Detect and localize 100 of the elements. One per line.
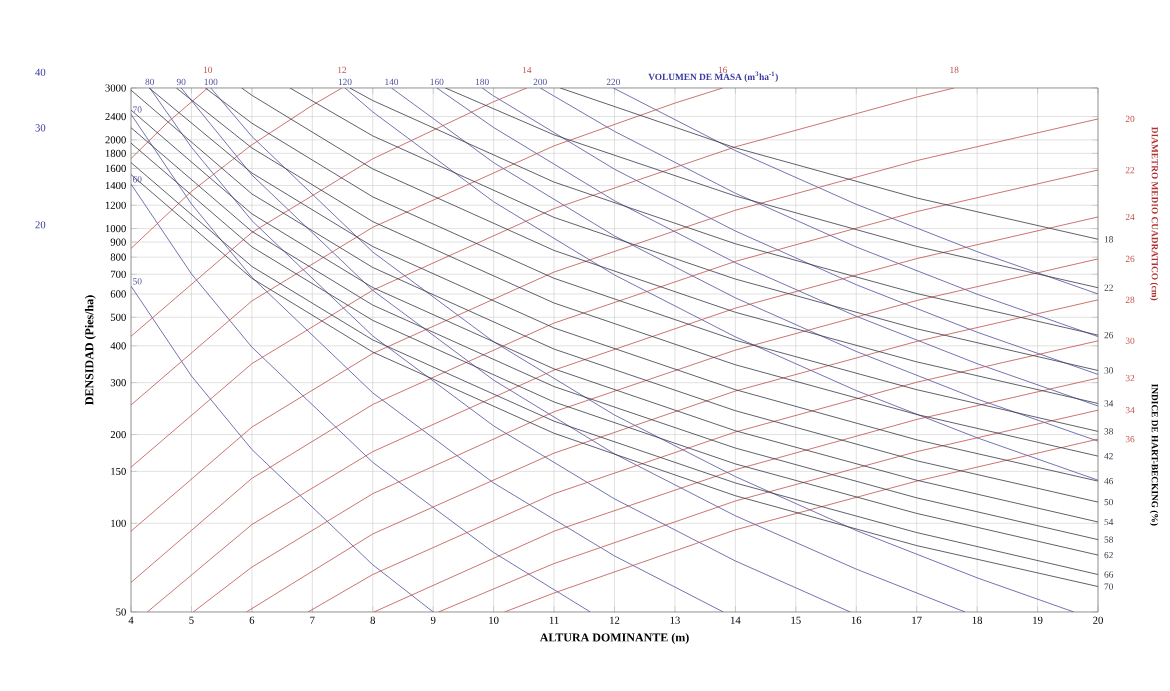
y-tick-label: 50 bbox=[116, 608, 126, 616]
x-tick-label: 11 bbox=[549, 616, 559, 624]
line-series bbox=[559, 87, 1099, 240]
line-series bbox=[438, 409, 1099, 612]
series-label: 140 bbox=[385, 78, 399, 86]
y-tick-label: 1600 bbox=[105, 164, 126, 173]
series-label: 26 bbox=[1104, 331, 1114, 339]
x-tick-label: 18 bbox=[972, 616, 983, 624]
y-tick-label: 1400 bbox=[105, 181, 126, 190]
y-tick-label: 600 bbox=[110, 290, 126, 298]
series-label: 180 bbox=[475, 78, 489, 86]
line-series bbox=[246, 299, 1099, 612]
series-label: 58 bbox=[1104, 536, 1114, 543]
y-tick-label: 150 bbox=[111, 467, 126, 475]
line-series bbox=[131, 183, 591, 612]
text: 20 bbox=[35, 221, 46, 229]
series-label: 14 bbox=[523, 66, 532, 74]
text: 30 bbox=[35, 124, 46, 132]
y-tick-label: 400 bbox=[110, 342, 126, 350]
series-label: 50 bbox=[133, 278, 142, 285]
series-label: 80 bbox=[145, 78, 155, 86]
line-series bbox=[131, 87, 528, 337]
y-tick-label: 1800 bbox=[105, 149, 126, 157]
series-label: 42 bbox=[1104, 453, 1113, 460]
y-tick-label: 900 bbox=[110, 238, 126, 246]
series-label: 120 bbox=[338, 78, 352, 86]
line-series bbox=[210, 87, 1075, 612]
text: 34 bbox=[1125, 407, 1135, 414]
line-series bbox=[131, 87, 955, 468]
series-label: 54 bbox=[1104, 518, 1114, 526]
line-series bbox=[307, 340, 1099, 612]
series-label: 18 bbox=[1104, 236, 1114, 243]
series-label: 70 bbox=[1104, 583, 1114, 590]
x-tick-label: 5 bbox=[189, 616, 194, 624]
x-tick-label: 9 bbox=[430, 616, 436, 624]
series-label: 160 bbox=[430, 78, 444, 86]
text: 40 bbox=[35, 68, 46, 76]
line-series bbox=[436, 87, 1099, 407]
x-tick-label: 19 bbox=[1033, 616, 1043, 624]
series-label: 10 bbox=[203, 66, 213, 74]
line-series bbox=[504, 438, 1099, 612]
line-series bbox=[131, 87, 343, 249]
line-series bbox=[131, 285, 434, 612]
series-label: 16 bbox=[718, 66, 728, 74]
line-series bbox=[289, 87, 1099, 371]
x-tick-label: 8 bbox=[370, 616, 376, 624]
y-tick-label: 300 bbox=[110, 379, 126, 387]
y-tick-label: 500 bbox=[110, 313, 126, 321]
line-series bbox=[349, 87, 1099, 336]
y-tick-label: 100 bbox=[111, 519, 126, 527]
y-tick-label: 2400 bbox=[105, 112, 126, 121]
x-axis-title: ALTURA DOMINANTE (m) bbox=[539, 633, 689, 644]
line-series bbox=[481, 87, 1099, 375]
text: 26 bbox=[1125, 255, 1135, 263]
series-label: 220 bbox=[606, 78, 620, 86]
series-label: 22 bbox=[1104, 284, 1113, 291]
series-label: 62 bbox=[1104, 551, 1113, 559]
series-label: 100 bbox=[204, 78, 218, 86]
line-series bbox=[539, 87, 1099, 337]
x-tick-label: 6 bbox=[249, 616, 255, 624]
series-label: 50 bbox=[1104, 498, 1114, 506]
x-tick-label: 12 bbox=[610, 616, 620, 624]
x-tick-label: 13 bbox=[670, 616, 680, 624]
series-label: 38 bbox=[1104, 428, 1114, 435]
line-series bbox=[344, 87, 1099, 481]
text: 20 bbox=[1125, 115, 1135, 123]
y-tick-label: 3000 bbox=[105, 84, 126, 92]
x-tick-label: 7 bbox=[310, 616, 315, 624]
line-series bbox=[444, 87, 1099, 289]
text: INDICE DE HART-BECKING (%) bbox=[1149, 383, 1159, 526]
text: 32 bbox=[1125, 374, 1135, 382]
y-tick-label: 700 bbox=[111, 270, 126, 278]
line-series bbox=[131, 87, 724, 406]
text: 30 bbox=[1125, 337, 1135, 344]
x-tick-label: 4 bbox=[128, 616, 134, 624]
y-tick-label: 1200 bbox=[105, 201, 126, 209]
x-tick-label: 17 bbox=[912, 616, 922, 624]
line-series bbox=[180, 87, 966, 612]
series-label: 70 bbox=[133, 106, 142, 113]
series-label: 90 bbox=[176, 78, 186, 86]
x-tick-label: 16 bbox=[851, 616, 862, 624]
x-tick-label: 20 bbox=[1093, 616, 1103, 624]
series-label: 34 bbox=[1104, 400, 1114, 407]
y-tick-label: 2000 bbox=[105, 136, 126, 144]
series-label: 18 bbox=[950, 66, 959, 74]
y-axis-title: DENSIDAD (Pies/ha) bbox=[84, 295, 96, 405]
text: DIAMETRO MEDIO CUADRATICO (cm) bbox=[1149, 127, 1159, 301]
series-label: 12 bbox=[338, 66, 347, 74]
y-tick-label: 1000 bbox=[105, 224, 126, 233]
y-tick-label: 800 bbox=[110, 253, 126, 261]
line-series bbox=[131, 113, 724, 612]
y-tick-label: 200 bbox=[110, 430, 126, 439]
line-series bbox=[373, 377, 1099, 612]
x-tick-label: 15 bbox=[791, 616, 801, 624]
line-series bbox=[612, 87, 1099, 295]
text: 36 bbox=[1125, 436, 1135, 443]
series-label: 46 bbox=[1104, 478, 1114, 485]
line-series bbox=[391, 87, 1099, 442]
x-tick-label: 10 bbox=[489, 616, 499, 624]
series-label: 30 bbox=[1104, 367, 1114, 374]
